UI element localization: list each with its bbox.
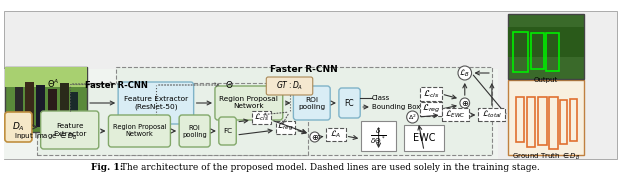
FancyBboxPatch shape <box>5 112 32 142</box>
Bar <box>36 83 308 155</box>
Bar <box>420 102 442 116</box>
FancyBboxPatch shape <box>293 86 330 120</box>
Text: $D_A$: $D_A$ <box>12 121 25 133</box>
Text: Fig. 1:: Fig. 1: <box>91 164 124 173</box>
Text: $\Theta$: $\Theta$ <box>225 79 234 90</box>
Bar <box>252 111 271 124</box>
Bar <box>25 82 34 127</box>
Text: Output: Output <box>534 77 558 83</box>
Circle shape <box>406 111 419 123</box>
Bar <box>538 97 547 145</box>
Bar <box>4 69 498 159</box>
Bar <box>442 108 468 121</box>
Text: Class: Class <box>372 95 390 101</box>
Text: $GT: D_A$: $GT: D_A$ <box>276 80 303 92</box>
Text: Bounding Box: Bounding Box <box>372 104 420 110</box>
FancyBboxPatch shape <box>108 115 170 147</box>
Bar <box>15 87 23 127</box>
Text: Region Proposal
Network: Region Proposal Network <box>113 124 166 138</box>
Text: Feature
Extractor: Feature Extractor <box>53 124 86 136</box>
Text: Faster R-CNN: Faster R-CNN <box>84 81 148 90</box>
Bar <box>5 67 87 87</box>
FancyBboxPatch shape <box>118 82 194 124</box>
Text: $\mathcal{L}_{EWC}$: $\mathcal{L}_{EWC}$ <box>445 108 465 120</box>
Text: The architecture of the proposed model. Dashed lines are used solely in the trai: The architecture of the proposed model. … <box>118 164 540 173</box>
Text: $\mathcal{L}_{cls}$: $\mathcal{L}_{cls}$ <box>422 88 439 100</box>
Text: Region Proposal
Network: Region Proposal Network <box>220 96 278 110</box>
Bar <box>36 85 45 127</box>
Circle shape <box>458 66 472 80</box>
Text: $\oplus$: $\oplus$ <box>310 133 319 141</box>
FancyBboxPatch shape <box>179 115 210 147</box>
Text: $\oplus$: $\oplus$ <box>461 98 469 107</box>
Text: Input Image $\in D_B$: Input Image $\in D_B$ <box>13 132 77 142</box>
Circle shape <box>460 98 470 108</box>
Text: $\mathcal{L}_{cls}$: $\mathcal{L}_{cls}$ <box>254 111 269 123</box>
Bar <box>60 83 68 127</box>
Bar <box>508 27 584 57</box>
Bar <box>116 67 492 155</box>
Text: $\mathcal{L}_{total}$: $\mathcal{L}_{total}$ <box>482 108 502 120</box>
Text: Ground Truth $\in D_B$: Ground Truth $\in D_B$ <box>512 152 580 162</box>
Text: $\mathcal{L}_{reg}$: $\mathcal{L}_{reg}$ <box>277 121 294 133</box>
FancyBboxPatch shape <box>41 111 99 149</box>
Bar <box>478 108 506 121</box>
Text: Feature Extractor
(ResNet-50): Feature Extractor (ResNet-50) <box>124 96 188 110</box>
Text: $\mathcal{L}_{reg}$: $\mathcal{L}_{reg}$ <box>422 103 440 115</box>
Bar <box>559 100 568 144</box>
Bar <box>531 33 544 69</box>
Bar <box>516 97 524 142</box>
Text: FC: FC <box>345 98 355 107</box>
Text: FC: FC <box>223 128 232 134</box>
Text: Faster R-CNN: Faster R-CNN <box>270 65 338 75</box>
Bar <box>508 14 584 79</box>
Bar <box>70 92 79 127</box>
FancyBboxPatch shape <box>215 86 283 120</box>
FancyBboxPatch shape <box>339 88 360 118</box>
Bar <box>527 97 536 147</box>
Bar <box>420 87 442 101</box>
Bar <box>5 67 87 132</box>
Bar <box>508 80 584 155</box>
Bar <box>326 128 346 141</box>
Text: $\mathcal{L}_B$: $\mathcal{L}_B$ <box>460 67 470 79</box>
Bar <box>4 11 617 159</box>
Text: $\mathcal{L}_A$: $\mathcal{L}_A$ <box>330 128 342 140</box>
Bar <box>549 97 557 149</box>
Text: ROI
pooling: ROI pooling <box>298 96 325 110</box>
Text: $\Delta^2$: $\Delta^2$ <box>408 112 417 122</box>
Circle shape <box>310 132 319 142</box>
Bar <box>361 121 396 151</box>
FancyBboxPatch shape <box>219 117 236 145</box>
FancyBboxPatch shape <box>266 77 313 95</box>
Bar <box>49 89 57 127</box>
Text: $\frac{\delta}{\delta\Theta^*}$: $\frac{\delta}{\delta\Theta^*}$ <box>370 126 387 146</box>
Text: EWC: EWC <box>413 133 435 143</box>
Bar <box>276 121 295 134</box>
Bar <box>546 33 559 71</box>
Text: $\Theta^A$: $\Theta^A$ <box>47 78 60 90</box>
Bar <box>570 99 577 141</box>
Text: ROI
pooling: ROI pooling <box>182 124 207 138</box>
Bar <box>513 32 528 72</box>
Bar <box>404 125 444 151</box>
